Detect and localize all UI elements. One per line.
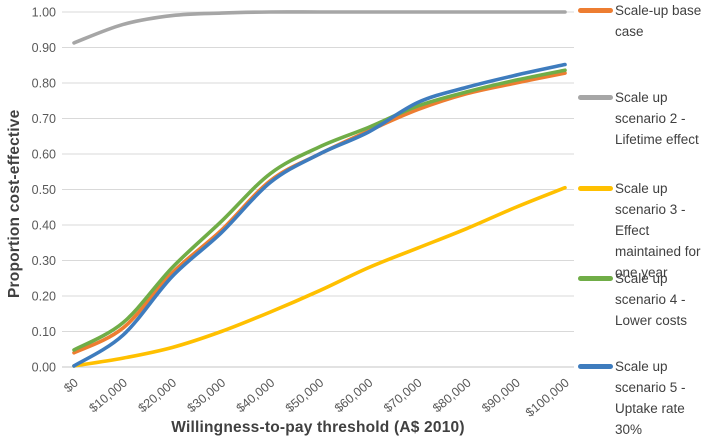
y-tick-label: 0.10 [32,325,56,339]
series-line-2 [72,10,567,45]
legend-label-scenario-3: Scale up scenario 3 - Effect maintained … [615,181,701,280]
x-tick-label: $90,000 [479,376,523,416]
x-tick-label: $60,000 [332,376,376,416]
x-tick-label: $70,000 [381,376,425,416]
y-tick-label: 0.20 [32,290,56,304]
legend-item-scenario-3: Scale up scenario 3 - Effect maintained … [577,178,712,283]
x-tick-label: $100,000 [523,376,572,420]
legend-swatch-scenario-3 [578,186,613,191]
y-tick-label: 0.00 [32,361,56,375]
legend-label-scenario-2: Scale up scenario 2 - Lifetime effect [615,90,699,147]
legend-item-scenario-2: Scale up scenario 2 - Lifetime effect [577,87,712,150]
series-line-3 [72,185,567,368]
legend-swatch-scenario-4 [578,276,613,281]
y-tick-label: 0.70 [32,112,56,126]
legend-item-scenario-5: Scale up scenario 5 - Uptake rate 30% [577,356,712,440]
x-tick-label: $30,000 [185,376,229,416]
y-tick-label: 1.00 [32,6,56,20]
x-tick-label: $10,000 [86,376,130,416]
x-tick-label: $20,000 [136,376,180,416]
legend-swatch-scenario-2 [578,95,613,100]
legend-swatch-scenario-5 [578,364,613,369]
x-tick-label: $0 [61,376,81,396]
y-axis-title: Proportion cost-effective [6,109,23,298]
y-tick-label: 0.80 [32,77,56,91]
legend-item-scenario-4: Scale up scenario 4 - Lower costs [577,268,712,331]
y-tick-label: 0.30 [32,254,56,268]
legend-item-base-case: Scale-up base case [577,0,712,42]
series-line-5 [72,62,567,368]
legend-label-base-case: Scale-up base case [615,3,702,39]
legend-label-scenario-5: Scale up scenario 5 - Uptake rate 30% [615,359,686,437]
x-axis-title: Willingness-to-pay threshold (A$ 2010) [171,419,465,436]
legend-swatch-base-case [578,8,613,13]
legend: Scale-up base case Scale up scenario 2 -… [577,0,712,446]
x-tick-label: $40,000 [234,376,278,416]
y-tick-label: 0.40 [32,219,56,233]
series-line-1 [72,71,567,355]
legend-label-scenario-4: Scale up scenario 4 - Lower costs [615,271,688,328]
y-tick-label: 0.90 [32,41,56,55]
y-tick-label: 0.50 [32,183,56,197]
x-tick-label: $50,000 [283,376,327,416]
y-tick-label: 0.60 [32,148,56,162]
series-line-4 [72,68,567,352]
x-tick-label: $80,000 [430,376,474,416]
